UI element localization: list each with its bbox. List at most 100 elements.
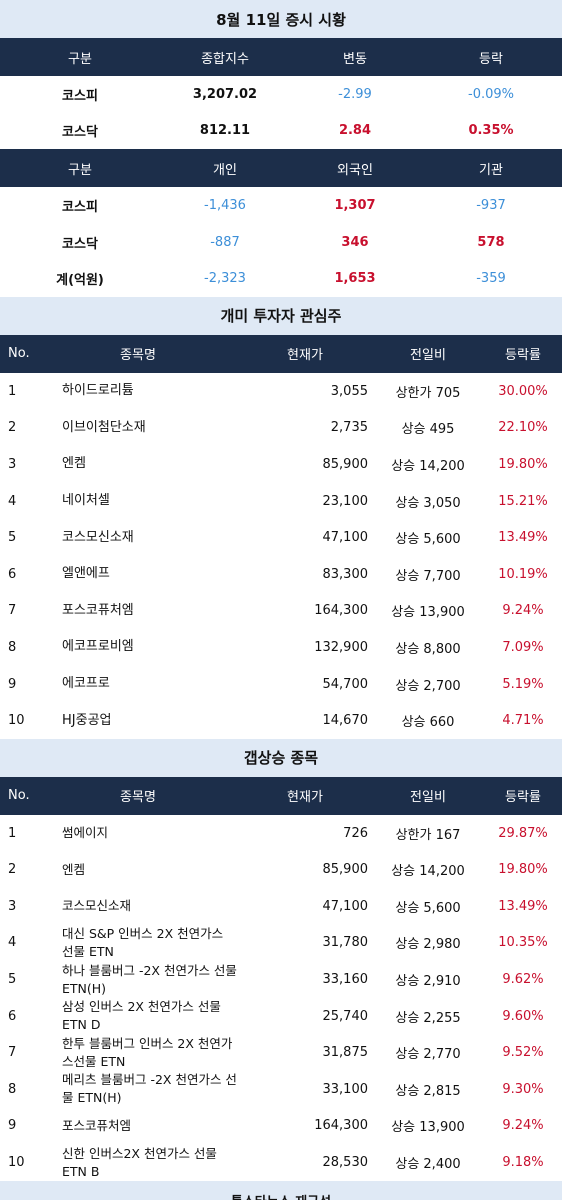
change-rate: 7.09%	[502, 639, 544, 655]
current-price: 47,100	[322, 898, 369, 914]
change-rate: 19.80%	[498, 862, 548, 878]
market-name: 코스닥	[62, 125, 98, 141]
stock-name: 엔켐	[62, 456, 86, 472]
table-row: 2 엔켐 85,900 상승 14,200 19.80%	[0, 851, 562, 889]
change-rate: 9.18%	[502, 1155, 544, 1171]
header-price: 현재가	[287, 790, 323, 806]
prev-day-change: 상승 2,815	[395, 1083, 461, 1099]
investor-row-kosdaq: 코스닥 -887 346 578	[0, 223, 562, 261]
header-category: 구분	[68, 51, 92, 67]
table-row: 6 삼성 인버스 2X 천연가스 선물 ETN D 25,740 상승 2,255 9.…	[0, 997, 562, 1035]
prev-day-change: 상승 2,255	[395, 1010, 461, 1026]
header-no: No.	[8, 788, 30, 804]
gap-title: 갭상승 종목	[0, 738, 562, 777]
header-composite-index: 종합지수	[201, 51, 249, 67]
current-price: 726	[343, 825, 368, 841]
prev-day-change: 상승 3,050	[395, 495, 461, 511]
change-rate: 19.80%	[498, 456, 548, 472]
retail-list: 1 하이드로리튬 3,055 상한가 705 30.00% 2 이브이첨단소재 2,735 상승…	[0, 372, 562, 739]
header-prev-change: 전일비	[410, 790, 446, 806]
index-row-kosdaq: 코스닥 812.11 2.84 0.35%	[0, 112, 562, 150]
investor-row-kospi: 코스피 -1,436 1,307 -937	[0, 187, 562, 224]
current-price: 23,100	[322, 493, 369, 509]
prev-day-change: 상승 14,200	[391, 458, 465, 474]
index-rate: 0.35%	[468, 123, 514, 139]
current-price: 47,100	[322, 530, 369, 546]
row-no: 5	[8, 530, 17, 546]
stock-name: 하이드로리튬	[62, 383, 134, 399]
institution-value: -359	[476, 271, 506, 287]
institution-value: -937	[476, 197, 506, 213]
prev-day-change: 상승 14,200	[391, 864, 465, 880]
index-header-row: 구분 종합지수 변동 등락	[0, 38, 562, 76]
prev-day-change: 상승 13,900	[391, 1120, 465, 1136]
stock-name: 신한 인버스2X 천연가스 선물 ETN B	[62, 1145, 217, 1179]
prev-day-change: 상승 2,980	[395, 937, 461, 953]
current-price: 31,780	[322, 935, 369, 951]
change-rate: 29.87%	[498, 825, 548, 841]
footer-credit: 톱스타뉴스 재구성	[0, 1180, 562, 1200]
header-stock-name: 종목명	[120, 348, 156, 364]
stock-name: 에코프로비엠	[62, 639, 134, 655]
stock-name: 엔켐	[62, 861, 86, 877]
header-category: 구분	[68, 162, 92, 178]
current-price: 14,670	[322, 713, 369, 729]
index-rate: -0.09%	[468, 86, 514, 102]
prev-day-change: 상승 8,800	[395, 641, 461, 657]
prev-day-change: 상승 495	[401, 422, 455, 438]
change-rate: 30.00%	[498, 383, 548, 399]
prev-day-change: 상승 13,900	[391, 605, 465, 621]
row-no: 4	[8, 935, 17, 951]
row-no: 8	[8, 639, 17, 655]
header-stock-name: 종목명	[120, 790, 156, 806]
table-row: 3 코스모신소재 47,100 상승 5,600 13.49%	[0, 888, 562, 925]
table-row: 8 메리츠 블룸버그 -2X 천연가스 선물 ETN(H) 33,100 상승 2,8…	[0, 1071, 562, 1108]
change-rate: 9.24%	[502, 603, 544, 619]
stock-name: 코스모신소재	[62, 898, 132, 914]
gap-list: 1 썸에이지 726 상한가 167 29.87% 2 엔켐 85,900 상승 14,200 1…	[0, 814, 562, 1181]
table-row: 10 HJ중공업 14,670 상승 660 4.71%	[0, 702, 562, 739]
market-name: 코스닥	[62, 236, 98, 252]
stock-name: 대신 S&P 인버스 2X 천연가스 선물 ETN	[62, 925, 224, 959]
prev-day-change: 상승 2,400	[395, 1157, 461, 1173]
change-rate: 10.19%	[498, 566, 548, 582]
stock-name: 썸에이지	[62, 825, 109, 841]
row-no: 6	[8, 1008, 17, 1024]
current-price: 132,900	[314, 639, 368, 655]
stock-name: 삼성 인버스 2X 천연가스 선물 ETN D	[62, 999, 221, 1033]
row-no: 2	[8, 862, 17, 878]
change-rate: 9.24%	[502, 1118, 544, 1134]
stock-name: 엘앤에프	[62, 566, 110, 582]
current-price: 31,875	[322, 1045, 369, 1061]
header-rate: 등락률	[505, 348, 541, 364]
current-price: 164,300	[314, 1118, 368, 1134]
retail-header-row: No. 종목명 현재가 전일비 등락률	[0, 334, 562, 373]
header-prev-change: 전일비	[410, 348, 446, 364]
individual-value: -1,436	[204, 197, 246, 213]
investor-header-row: 구분 개인 외국인 기관	[0, 149, 562, 188]
change-rate: 9.62%	[502, 972, 544, 988]
table-row: 9 포스코퓨처엠 164,300 상승 13,900 9.24%	[0, 1107, 562, 1145]
current-price: 83,300	[322, 566, 369, 582]
row-no: 3	[8, 898, 17, 914]
row-no: 10	[8, 1155, 25, 1171]
retail-title: 개미 투자자 관심주	[0, 296, 562, 335]
prev-day-change: 상한가 705	[395, 385, 461, 401]
table-row: 5 코스모신소재 47,100 상승 5,600 13.49%	[0, 519, 562, 556]
table-row: 5 하나 블룸버그 -2X 천연가스 선물 ETN(H) 33,160 상승 2,91…	[0, 961, 562, 998]
stock-name: 한투 블룸버그 인버스 2X 천연가스선물 ETN	[62, 1035, 233, 1069]
stock-name: 메리츠 블룸버그 -2X 천연가스 선물 ETN(H)	[62, 1072, 237, 1106]
market-title: 8월 11일 증시 시황	[0, 0, 562, 38]
table-row: 9 에코프로 54,700 상승 2,700 5.19%	[0, 665, 562, 703]
gap-header-row: No. 종목명 현재가 전일비 등락률	[0, 776, 562, 815]
change-rate: 22.10%	[498, 420, 548, 436]
header-individual: 개인	[213, 162, 237, 178]
row-no: 9	[8, 1118, 17, 1134]
market-name: 코스피	[62, 88, 98, 104]
row-no: 7	[8, 1045, 17, 1061]
header-price: 현재가	[287, 348, 323, 364]
header-institution: 기관	[479, 162, 503, 178]
table-row: 1 하이드로리튬 3,055 상한가 705 30.00%	[0, 372, 562, 410]
header-rate: 등락	[479, 51, 503, 67]
index-change: 2.84	[338, 123, 372, 139]
